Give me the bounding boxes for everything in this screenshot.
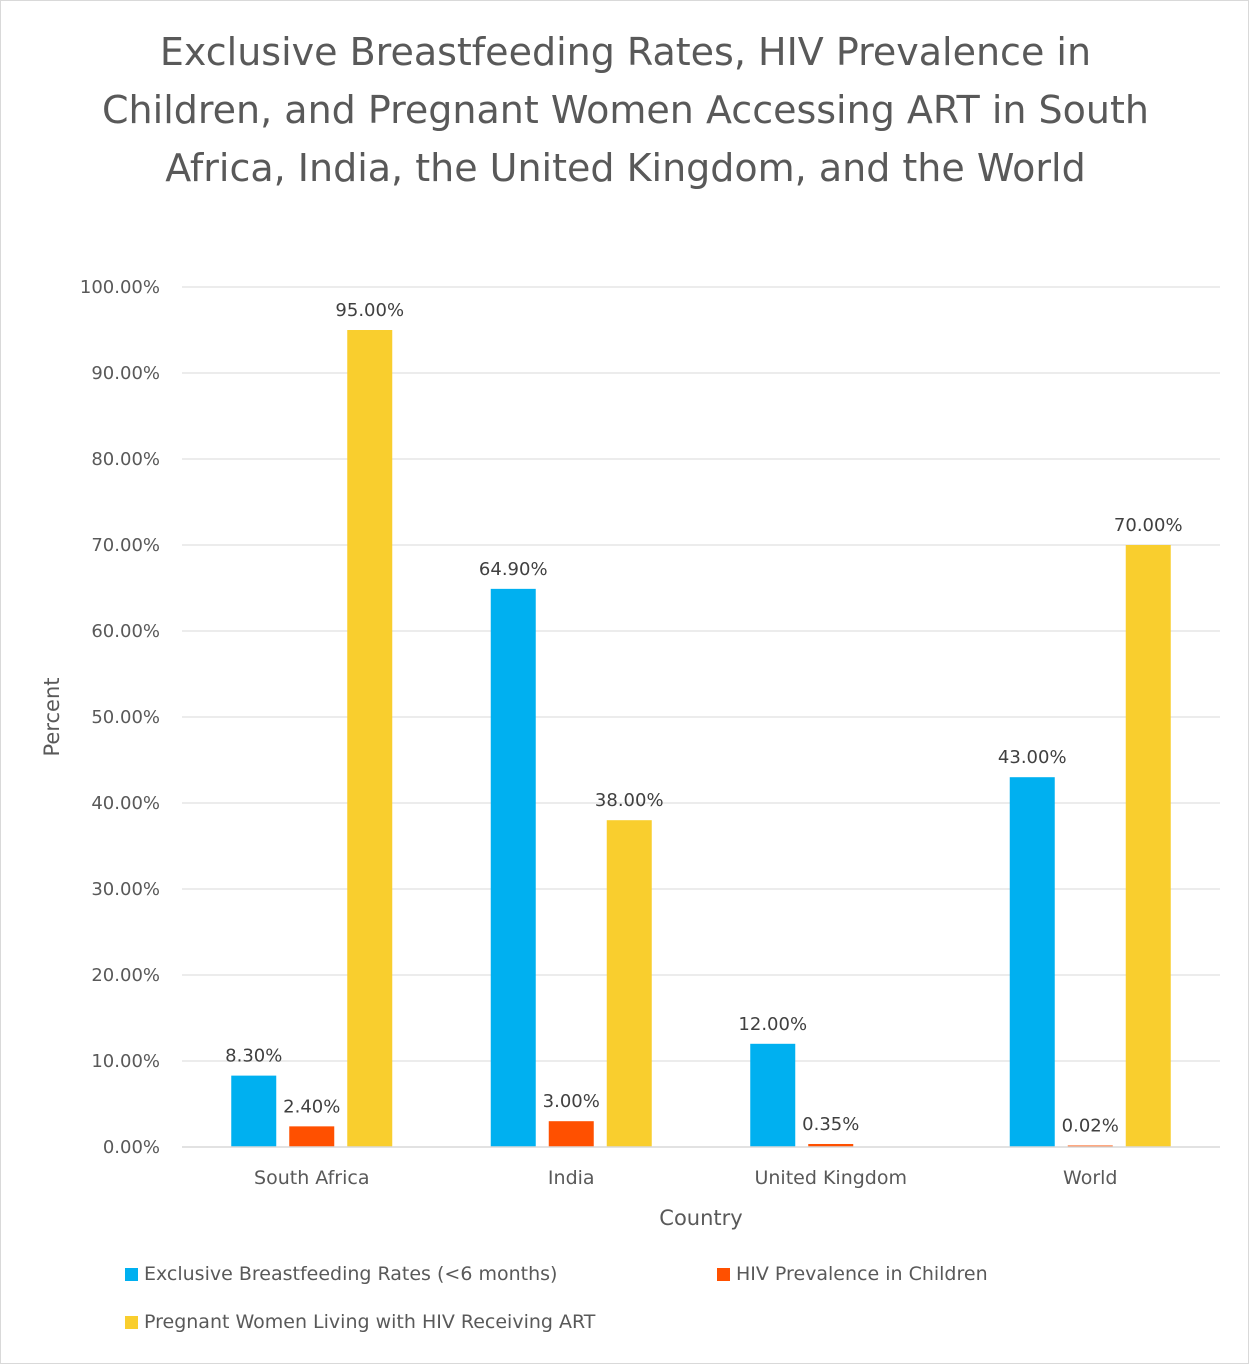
legend-label-breastfeeding: Exclusive Breastfeeding Rates (<6 months… bbox=[144, 1263, 558, 1285]
data-label: 3.00% bbox=[543, 1091, 600, 1112]
chart-title: Exclusive Breastfeeding Rates, HIV Preva… bbox=[102, 30, 1149, 190]
legend-item-hiv-prevalence: HIV Prevalence in Children bbox=[717, 1263, 988, 1285]
data-label: 70.00% bbox=[1114, 515, 1183, 536]
data-label: 0.02% bbox=[1062, 1116, 1119, 1137]
legend-label-hiv-prevalence: HIV Prevalence in Children bbox=[736, 1263, 988, 1285]
data-label: 0.35% bbox=[802, 1114, 859, 1135]
y-axis-title: Percent bbox=[40, 677, 64, 756]
legend-swatch-breastfeeding bbox=[125, 1267, 138, 1281]
x-tick-label: World bbox=[1063, 1167, 1117, 1189]
data-label: 38.00% bbox=[595, 790, 664, 811]
bar bbox=[606, 820, 652, 1147]
bar bbox=[289, 1126, 335, 1147]
legend-swatch-hiv-prevalence bbox=[717, 1267, 730, 1281]
legend-item-art: Pregnant Women Living with HIV Receiving… bbox=[125, 1311, 595, 1333]
bar bbox=[548, 1121, 594, 1147]
y-tick-label: 60.00% bbox=[91, 621, 160, 642]
bar bbox=[750, 1043, 796, 1147]
data-label: 64.90% bbox=[479, 559, 548, 580]
y-tick-label: 50.00% bbox=[91, 707, 160, 728]
data-label: 12.00% bbox=[738, 1014, 807, 1035]
x-axis-title: Country bbox=[659, 1206, 742, 1230]
y-tick-label: 70.00% bbox=[91, 535, 160, 556]
data-label: 2.40% bbox=[283, 1096, 340, 1117]
legend-item-breastfeeding: Exclusive Breastfeeding Rates (<6 months… bbox=[125, 1263, 557, 1285]
data-label: 95.00% bbox=[335, 300, 404, 321]
x-tick-label: India bbox=[548, 1167, 595, 1189]
y-tick-label: 40.00% bbox=[91, 793, 160, 814]
data-label: 8.30% bbox=[225, 1046, 282, 1067]
bar bbox=[490, 588, 536, 1147]
y-tick-label: 90.00% bbox=[91, 363, 160, 384]
plot-area: 0.00% 10.00% 20.00% 30.00% 40.00% 50.00% 60.00… bbox=[40, 277, 1220, 1230]
y-tick-label: 80.00% bbox=[91, 449, 160, 470]
y-tick-label: 30.00% bbox=[91, 879, 160, 900]
x-tick-label: United Kingdom bbox=[754, 1167, 907, 1189]
bar bbox=[808, 1143, 854, 1147]
legend-swatch-art bbox=[125, 1315, 138, 1329]
legend-label-art: Pregnant Women Living with HIV Receiving… bbox=[144, 1311, 596, 1333]
bar bbox=[1125, 545, 1171, 1147]
x-tick-label: South Africa bbox=[254, 1167, 369, 1189]
bar bbox=[347, 330, 393, 1147]
bar bbox=[1009, 777, 1055, 1147]
y-tick-label: 20.00% bbox=[91, 965, 160, 986]
y-tick-label: 0.00% bbox=[103, 1137, 160, 1158]
y-tick-label: 10.00% bbox=[91, 1051, 160, 1072]
y-tick-label: 100.00% bbox=[80, 277, 160, 298]
data-label: 43.00% bbox=[998, 747, 1067, 768]
bar bbox=[231, 1075, 277, 1147]
